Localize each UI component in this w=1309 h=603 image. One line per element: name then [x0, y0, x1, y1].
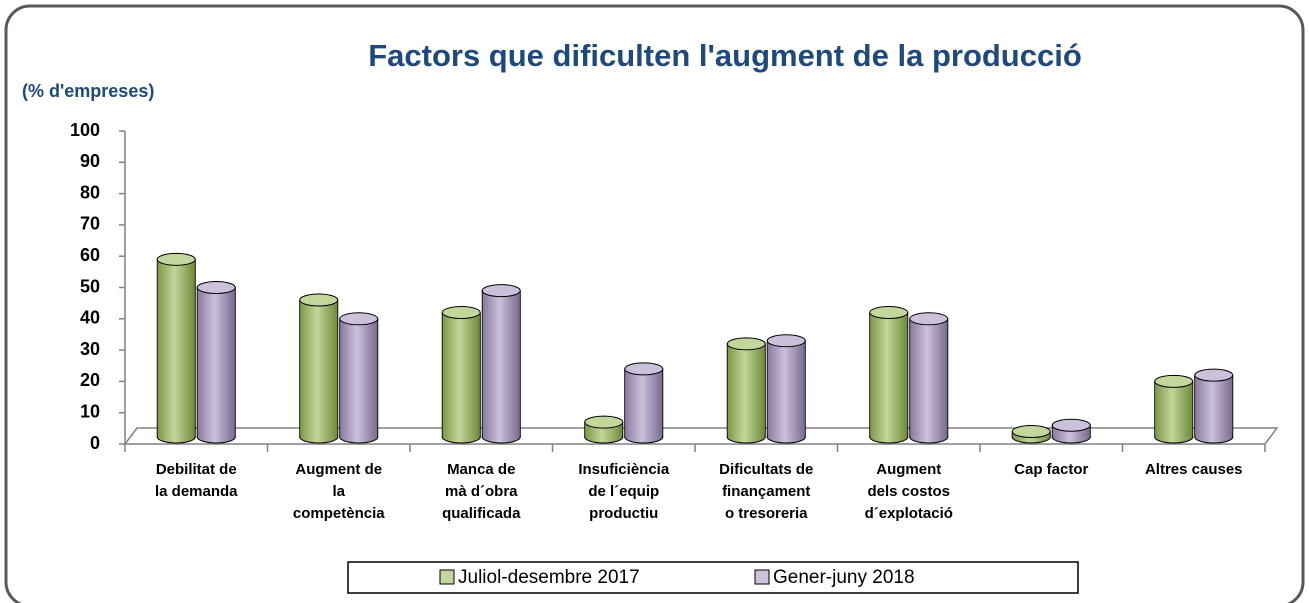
bar-cover: [340, 318, 378, 437]
x-tick-label-line: la demanda: [155, 483, 238, 500]
y-tick-label: 50: [80, 276, 100, 296]
bar-top: [1051, 418, 1091, 432]
bar-top: [196, 281, 236, 294]
legend: [347, 561, 1079, 594]
y-tick-label: 10: [80, 401, 100, 421]
bar-cover: [727, 343, 765, 437]
bar-cover: [625, 368, 663, 437]
y-axis-label: (% d'empreses): [22, 81, 154, 101]
bar-cover: [870, 312, 908, 437]
bar-top: [909, 312, 949, 326]
bar-cover: [300, 300, 338, 437]
bar-top: [869, 306, 909, 320]
x-tick-label-line: d´explotació: [865, 505, 953, 522]
bar-cover: [767, 340, 805, 437]
y-tick-label: 20: [80, 370, 100, 390]
bar-top: [339, 312, 379, 326]
x-tick-label-line: Insuficiència: [578, 461, 670, 478]
x-tick-label-line: o tresoreria: [725, 505, 808, 522]
y-tick-label: 0: [90, 433, 100, 453]
bar-top: [766, 334, 806, 348]
x-tick-label-line: de l´equip: [588, 483, 659, 500]
bar-top: [156, 252, 196, 266]
x-tick-label-line: competència: [293, 505, 385, 522]
bar-cover: [197, 287, 235, 437]
legend-swatch: [754, 569, 770, 585]
bar-top: [441, 306, 481, 320]
legend-label: Juliol-desembre 2017: [458, 567, 640, 588]
x-tick-label: Insuficiència de l´equip productiu: [578, 461, 670, 522]
y-tick-label: 80: [80, 182, 100, 202]
chart-title: Factors que dificulten l'augment de la p…: [368, 38, 1082, 73]
y-tick-label: 70: [80, 214, 100, 234]
bar-cover: [482, 290, 520, 437]
bar-top: [299, 293, 339, 307]
x-tick-label: Altres causes: [1145, 461, 1243, 478]
x-tick-label-line: productiu: [589, 505, 658, 522]
x-tick-label: Augment dels costos d´explotació: [865, 461, 953, 522]
legend-swatch: [439, 569, 455, 585]
bar-cover: [157, 259, 195, 437]
x-tick-label-line: Augment de: [295, 461, 382, 478]
x-tick-label-line: Augment: [876, 461, 941, 478]
bar-top: [726, 337, 766, 351]
bar-cover: [1195, 375, 1233, 437]
bar-cover: [1155, 381, 1193, 437]
frame: [4, 4, 1305, 603]
x-tick-label-line: Debilitat de: [156, 461, 237, 478]
bar-cover: [442, 312, 480, 437]
y-tick-label: 30: [80, 339, 100, 359]
x-tick-label-line: Manca de: [447, 461, 515, 478]
x-tick-label: Manca de mà d´obra qualificada: [442, 461, 521, 522]
bar-top: [584, 415, 624, 429]
x-tick-label-line: mà d´obra: [445, 483, 518, 500]
x-tick-label-line: Dificultats de: [719, 461, 813, 478]
x-tick-label-line: Altres causes: [1145, 461, 1243, 478]
y-tick-label: 90: [80, 151, 100, 171]
x-tick-label: Augment de la competència: [293, 461, 385, 522]
floor: [123, 427, 1279, 445]
x-tick-label: Cap factor: [1014, 461, 1088, 478]
x-tick-label-line: dels costos: [867, 483, 950, 500]
y-tick-label: 100: [70, 120, 100, 140]
legend-label: Gener-juny 2018: [773, 567, 915, 588]
x-tick-label: Debilitat de la demanda: [155, 461, 238, 500]
x-tick-label: Dificultats de finançament o tresoreria: [719, 461, 813, 522]
x-tick-label-line: qualificada: [442, 505, 521, 522]
x-tick-label-line: finançament: [722, 483, 810, 500]
bar-top: [1154, 374, 1194, 388]
bar-top: [624, 362, 664, 376]
bar-cover: [910, 318, 948, 437]
bar-top: [481, 284, 521, 298]
x-tick-label-line: Cap factor: [1014, 461, 1088, 478]
y-tick-label: 40: [80, 308, 100, 328]
y-tick-label: 60: [80, 245, 100, 265]
bar-top: [1194, 368, 1234, 382]
bar-top: [1011, 424, 1051, 438]
x-tick-label-line: la: [332, 483, 345, 500]
